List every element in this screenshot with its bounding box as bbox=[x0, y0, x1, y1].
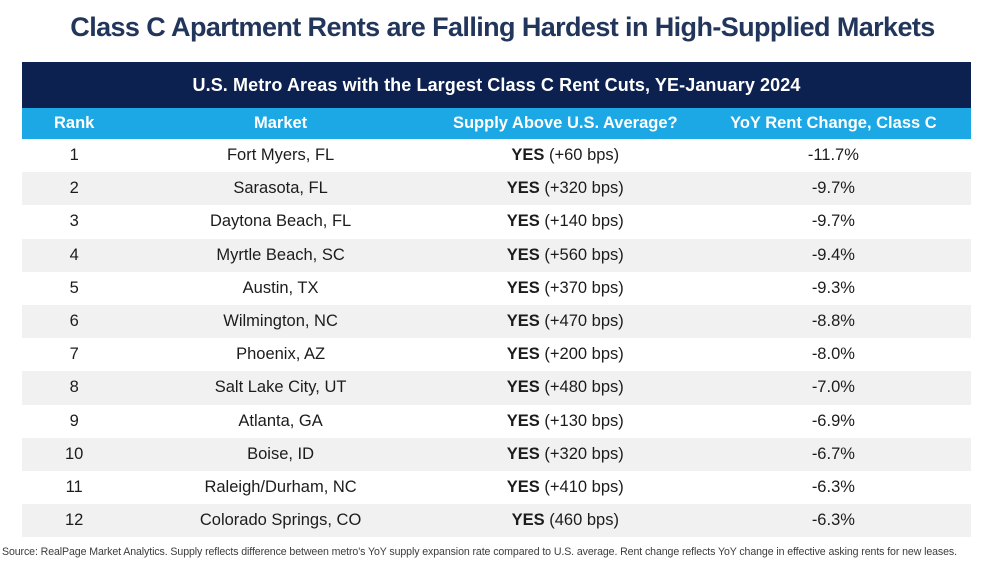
supply-flag: YES bbox=[506, 212, 540, 231]
cell-market: Austin, TX bbox=[242, 278, 319, 297]
cell-supply: YES (+200 bps) bbox=[435, 345, 696, 364]
cell-rent-change: -9.7% bbox=[811, 179, 855, 198]
table-row: 7 Phoenix, AZ YES (+200 bps) -8.0% bbox=[22, 338, 971, 372]
supply-flag: YES bbox=[506, 278, 540, 297]
cell-market: Boise, ID bbox=[247, 444, 315, 463]
table-row: 8 Salt Lake City, UT YES (+480 bps) -7.0… bbox=[22, 371, 971, 405]
cell-rank: 9 bbox=[69, 411, 79, 430]
supply-detail: (+130 bps) bbox=[544, 411, 624, 430]
supply-detail: (+560 bps) bbox=[544, 245, 624, 264]
table-row: 1 Fort Myers, FL YES (+60 bps) -11.7% bbox=[22, 139, 971, 173]
table-row: 5 Austin, TX YES (+370 bps) -9.3% bbox=[22, 271, 971, 305]
table-row: 4 Myrtle Beach, SC YES (+560 bps) -9.4% bbox=[22, 238, 971, 272]
cell-market: Phoenix, AZ bbox=[236, 345, 326, 364]
cell-rank: 11 bbox=[65, 477, 83, 496]
cell-rank: 4 bbox=[69, 245, 79, 264]
supply-flag: YES bbox=[506, 312, 540, 331]
cell-supply: YES (+140 bps) bbox=[435, 212, 696, 231]
supply-detail: (+320 bps) bbox=[544, 444, 624, 463]
column-header-rent-change: YoY Rent Change, Class C bbox=[730, 114, 937, 132]
column-header-rank: Rank bbox=[54, 114, 95, 132]
cell-rank: 8 bbox=[69, 378, 79, 397]
supply-detail: (+470 bps) bbox=[544, 312, 624, 331]
supply-flag: YES bbox=[511, 511, 545, 530]
cell-market: Daytona Beach, FL bbox=[209, 212, 352, 231]
cell-supply: YES (460 bps) bbox=[435, 511, 696, 530]
column-header-market: Market bbox=[253, 114, 308, 132]
supply-detail: (+140 bps) bbox=[544, 212, 624, 231]
cell-rent-change: -7.0% bbox=[811, 378, 855, 397]
supply-detail: (460 bps) bbox=[549, 511, 619, 530]
supply-flag: YES bbox=[506, 245, 540, 264]
supply-detail: (+370 bps) bbox=[544, 278, 624, 297]
table-row: 2 Sarasota, FL YES (+320 bps) -9.7% bbox=[22, 172, 971, 206]
cell-rank: 6 bbox=[69, 312, 79, 331]
table-title-banner: U.S. Metro Areas with the Largest Class … bbox=[22, 62, 971, 108]
cell-rank: 1 bbox=[69, 146, 79, 165]
table-row: 3 Daytona Beach, FL YES (+140 bps) -9.7% bbox=[22, 205, 971, 239]
supply-detail: (+60 bps) bbox=[549, 146, 620, 165]
cell-rank: 2 bbox=[69, 179, 79, 198]
cell-supply: YES (+370 bps) bbox=[435, 279, 696, 298]
supply-flag: YES bbox=[506, 345, 540, 364]
cell-rent-change: -9.7% bbox=[811, 212, 855, 231]
cell-market: Wilmington, NC bbox=[223, 312, 338, 331]
cell-rank: 7 bbox=[69, 345, 79, 364]
cell-rank: 10 bbox=[65, 444, 84, 463]
cell-market: Salt Lake City, UT bbox=[214, 378, 347, 397]
cell-supply: YES (+320 bps) bbox=[435, 445, 696, 464]
cell-supply: YES (+560 bps) bbox=[435, 246, 696, 265]
supply-flag: YES bbox=[506, 378, 540, 397]
cell-supply: YES (+320 bps) bbox=[435, 179, 696, 198]
cell-rank: 5 bbox=[69, 278, 79, 297]
cell-supply: YES (+130 bps) bbox=[435, 412, 696, 431]
supply-flag: YES bbox=[511, 146, 545, 165]
supply-detail: (+320 bps) bbox=[544, 179, 624, 198]
table-row: 11 Raleigh/Durham, NC YES (+410 bps) -6.… bbox=[22, 470, 971, 505]
column-header-supply: Supply Above U.S. Average? bbox=[452, 114, 678, 132]
cell-rent-change: -8.8% bbox=[811, 312, 855, 331]
table-header-row: Rank Market Supply Above U.S. Average? Y… bbox=[22, 108, 971, 139]
supply-detail: (+200 bps) bbox=[544, 345, 624, 364]
cell-rent-change: -6.3% bbox=[811, 511, 855, 530]
table-row: 10 Boise, ID YES (+320 bps) -6.7% bbox=[22, 437, 971, 471]
cell-market: Colorado Springs, CO bbox=[199, 511, 362, 530]
supply-flag: YES bbox=[506, 411, 540, 430]
cell-rent-change: -6.9% bbox=[811, 411, 855, 430]
supply-flag: YES bbox=[506, 477, 540, 496]
table-row: 6 Wilmington, NC YES (+470 bps) -8.8% bbox=[22, 304, 971, 339]
supply-flag: YES bbox=[506, 179, 540, 198]
supply-detail: (+480 bps) bbox=[544, 378, 624, 397]
cell-rent-change: -6.7% bbox=[811, 444, 855, 463]
rent-cuts-table: U.S. Metro Areas with the Largest Class … bbox=[22, 62, 971, 538]
page-title: Class C Apartment Rents are Falling Hard… bbox=[70, 12, 935, 42]
cell-rent-change: -9.4% bbox=[811, 245, 855, 264]
supply-detail: (+410 bps) bbox=[544, 477, 624, 496]
cell-rent-change: -9.3% bbox=[811, 278, 855, 297]
cell-rank: 3 bbox=[69, 212, 79, 231]
cell-supply: YES (+60 bps) bbox=[435, 146, 696, 165]
cell-rank: 12 bbox=[65, 511, 84, 530]
cell-supply: YES (+480 bps) bbox=[435, 378, 696, 397]
cell-rent-change: -11.7% bbox=[807, 146, 859, 165]
cell-market: Atlanta, GA bbox=[238, 411, 323, 430]
cell-rent-change: -8.0% bbox=[811, 345, 855, 364]
cell-market: Myrtle Beach, SC bbox=[216, 245, 345, 264]
cell-supply: YES (+470 bps) bbox=[435, 312, 696, 331]
cell-market: Fort Myers, FL bbox=[226, 146, 335, 165]
cell-market: Raleigh/Durham, NC bbox=[204, 477, 357, 496]
table-row: 12 Colorado Springs, CO YES (460 bps) -6… bbox=[22, 504, 971, 538]
source-footnote: Source: RealPage Market Analytics. Suppl… bbox=[2, 546, 957, 558]
supply-flag: YES bbox=[506, 444, 540, 463]
table-row: 9 Atlanta, GA YES (+130 bps) -6.9% bbox=[22, 404, 971, 438]
cell-supply: YES (+410 bps) bbox=[435, 478, 696, 497]
cell-market: Sarasota, FL bbox=[233, 179, 328, 198]
cell-rent-change: -6.3% bbox=[811, 477, 855, 496]
